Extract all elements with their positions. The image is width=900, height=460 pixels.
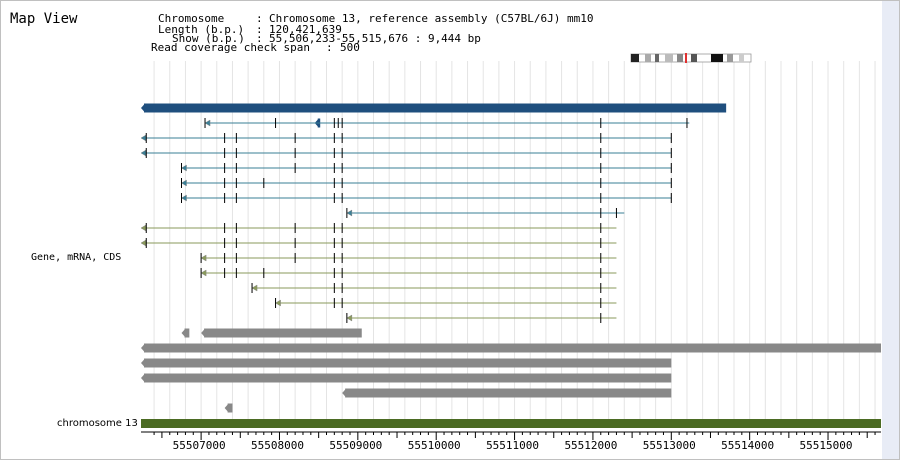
chromosome-label: Chromosome (158, 12, 225, 25)
show-range-separator: : (256, 32, 263, 45)
mrna-a-start-arrow (346, 209, 353, 217)
cds-bar (184, 328, 190, 338)
mrna-b-start-arrow (251, 284, 258, 292)
ideogram-band (631, 54, 639, 62)
gene-bar (144, 103, 727, 113)
page-title: Map View (10, 11, 78, 27)
chromosome-separator: : (256, 12, 263, 25)
position-axis: 55507000 55508000 55509000 55510000 55511000… (141, 431, 881, 452)
right-scroll-margin (882, 1, 899, 459)
cds-bar (227, 403, 233, 413)
coverage-span-label: Read coverage check span (151, 41, 310, 54)
cds-bar (144, 373, 672, 383)
grid-lines (153, 61, 876, 427)
coverage-span-value: 500 (340, 41, 360, 54)
axis-tick-label: 55514000 (721, 439, 774, 452)
cds-bar (204, 328, 362, 338)
cds-bar (345, 388, 672, 398)
show-range-value: 55,506,233-55,515,676 : 9,444 bp (269, 32, 481, 45)
cds-start-arrow (224, 403, 229, 413)
mrna-b-start-arrow (346, 314, 353, 322)
ideogram-band (691, 54, 697, 62)
mrna-a-start-arrow (181, 194, 187, 202)
cds-start-arrow (141, 343, 145, 353)
axis-tick-label: 55515000 (800, 439, 853, 452)
cds-start-arrow (141, 358, 145, 368)
ideogram-band (665, 54, 673, 62)
cds-start-arrow (141, 373, 145, 383)
chromosome-bar (141, 419, 881, 428)
axis-tick-label: 55510000 (408, 439, 461, 452)
axis-tick-label: 55512000 (564, 439, 617, 452)
mrna-b-start-arrow (275, 299, 281, 307)
axis-tick-label: 55513000 (643, 439, 696, 452)
axis-tick-label: 55511000 (486, 439, 539, 452)
ideogram-band (727, 54, 733, 62)
gene-start-arrow (141, 103, 145, 113)
coverage-span-separator: : (326, 41, 333, 54)
mrna-a-start-arrow (204, 119, 211, 127)
mrna-a-start-arrow (140, 134, 147, 142)
axis-tick-label: 55509000 (329, 439, 382, 452)
show-range-label: Show (b.p.) (172, 32, 245, 45)
cds-bar (144, 343, 881, 353)
chromosome-track-label: chromosome 13 (57, 418, 138, 429)
ideogram-band (645, 54, 651, 62)
axis-tick-label: 55508000 (251, 439, 304, 452)
mrna-a-start-arrow (140, 149, 147, 157)
cds-start-arrow (342, 388, 347, 398)
axis-tick-label: 55507000 (173, 439, 226, 452)
cds-bar (144, 358, 672, 368)
mrna-b-start-arrow (140, 224, 147, 232)
feature-tracks (140, 103, 881, 428)
ideogram-position-marker (685, 53, 687, 63)
mrna-b-start-arrow (200, 269, 207, 277)
mrna-a-start-arrow (181, 179, 187, 187)
ideogram-band (739, 54, 744, 62)
length-label: Length (b.p.) (158, 23, 245, 36)
chromosome-value: Chromosome 13, reference assembly (C57BL… (269, 12, 594, 25)
gene-mrna-cds-track-label: Gene, mRNA, CDS (31, 252, 122, 263)
chromosome-ideogram[interactable] (630, 53, 752, 63)
length-value: 120,421,639 (269, 23, 342, 36)
mrna-b-start-arrow (140, 239, 147, 247)
ideogram-band (711, 54, 723, 62)
ideogram-band (655, 54, 659, 62)
cds-start-arrow (201, 328, 206, 338)
mrna-a-start-arrow (181, 164, 187, 172)
ideogram-band (677, 54, 683, 62)
length-separator: : (256, 23, 263, 36)
mrna-b-start-arrow (200, 254, 207, 262)
cds-start-arrow (181, 328, 186, 338)
